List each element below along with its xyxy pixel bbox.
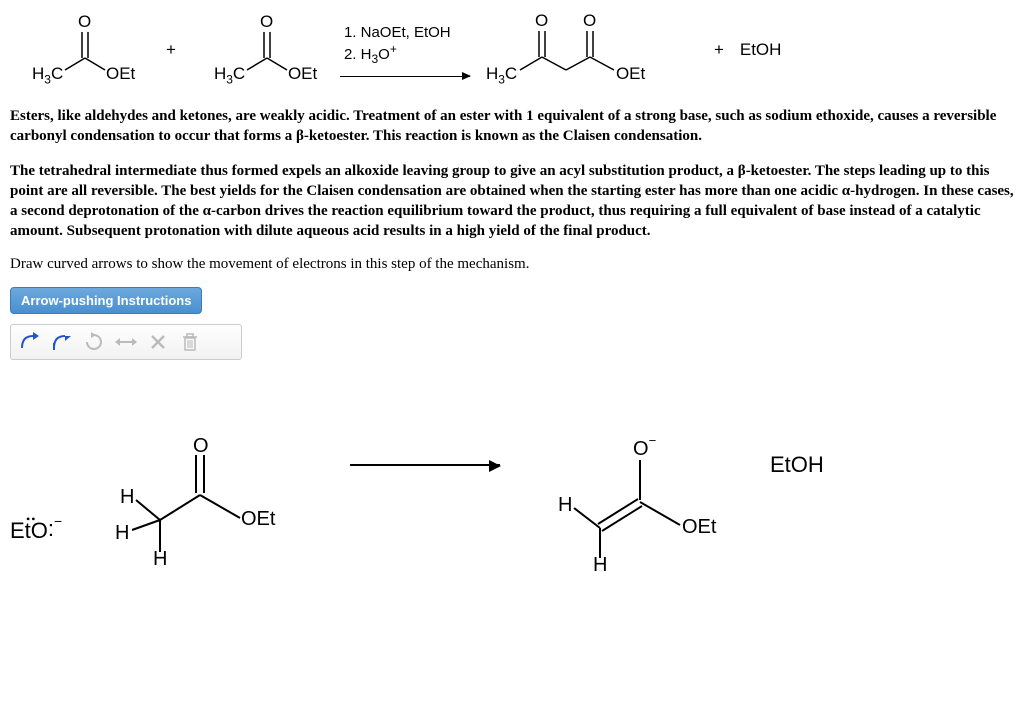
plus-sign-2: + (714, 40, 724, 60)
curved-arrow-half-tool-icon[interactable] (49, 329, 75, 355)
oet-label: OEt (682, 516, 716, 539)
oet-label: OEt (616, 64, 645, 84)
vinyl-h-1: H (558, 494, 572, 517)
mechanism-arrow (350, 464, 500, 466)
oxygen-label: O (260, 12, 273, 32)
oxygen-label: O (78, 12, 91, 32)
oet-label: OEt (288, 64, 317, 84)
reactant-ester-2: O H3C OEt (192, 10, 332, 90)
instruction-text: Draw curved arrows to show the movement … (10, 256, 1014, 273)
ch3-label: H3C (486, 64, 517, 86)
plus-sign-1: + (166, 40, 176, 60)
mechanism-product[interactable]: O− OEt H H (520, 400, 750, 570)
mechanism-reactant[interactable]: EtO:− • • O OEt H H H (10, 400, 330, 570)
alpha-h-2: H (115, 522, 129, 545)
reactant-ester-1: O H3C OEt (10, 10, 150, 90)
paragraph-2: The tetrahedral intermediate thus formed… (10, 161, 1014, 242)
ch3-label: H3C (214, 64, 245, 86)
ethoxide-base-label: EtO:− (10, 518, 62, 544)
oxygen-label: O (535, 11, 548, 31)
move-tool-icon[interactable] (113, 329, 139, 355)
rotate-tool-icon[interactable] (81, 329, 107, 355)
ch3-label: H3C (32, 64, 63, 86)
product-ketoester: O O H3C OEt (478, 10, 698, 90)
oxygen-label: O (583, 11, 596, 31)
alpha-h-3: H (153, 548, 167, 571)
mechanism-step[interactable]: EtO:− • • O OEt H H H O− OEt H H EtOH (10, 400, 1014, 570)
alkoxide-o-label: O− (633, 438, 656, 461)
trash-tool-icon[interactable] (177, 329, 203, 355)
oet-label: OEt (241, 508, 275, 531)
condition-line-2: 2. H3O+ (344, 42, 451, 68)
byproduct-etoh: EtOH (740, 40, 782, 60)
carbonyl-o-label: O (193, 435, 209, 458)
reaction-conditions: 1. NaOEt, EtOH 2. H3O+ (340, 23, 470, 77)
paragraph-1: Esters, like aldehydes and ketones, are … (10, 106, 1014, 147)
lone-pair-dots: • • (26, 512, 34, 527)
alpha-h-1: H (120, 486, 134, 509)
condition-line-1: 1. NaOEt, EtOH (344, 23, 451, 43)
arrow-pushing-instructions-button[interactable]: Arrow-pushing Instructions (10, 287, 202, 314)
byproduct-ethanol: EtOH (770, 452, 824, 478)
drawing-toolbar (10, 324, 242, 360)
oet-label: OEt (106, 64, 135, 84)
curved-arrow-full-tool-icon[interactable] (17, 329, 43, 355)
vinyl-h-2: H (593, 554, 607, 577)
delete-tool-icon[interactable] (145, 329, 171, 355)
reaction-scheme: O H3C OEt + O H3C OEt 1. NaOEt, EtOH 2. … (10, 10, 1014, 90)
reaction-arrow (340, 76, 470, 77)
